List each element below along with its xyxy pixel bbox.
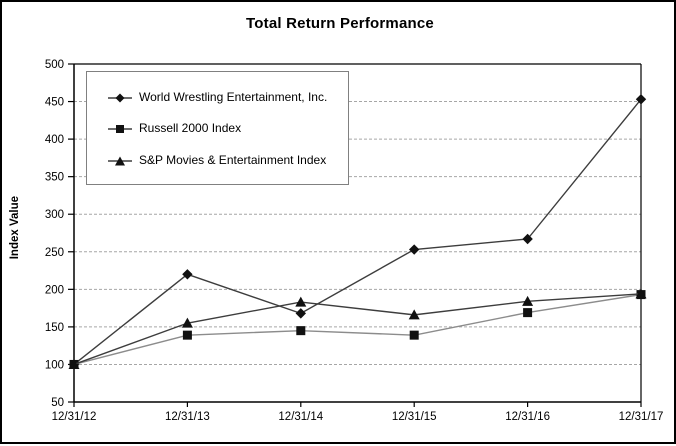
- data-point-marker: [635, 94, 647, 105]
- x-tick-label: 12/31/17: [619, 411, 664, 423]
- square-marker-icon: [108, 122, 132, 134]
- y-tick-label: 150: [45, 322, 64, 334]
- data-point-marker: [409, 330, 419, 340]
- data-point-marker: [523, 308, 533, 318]
- y-tick-label: 450: [45, 97, 64, 109]
- data-point-marker: [635, 288, 647, 299]
- series-line-0: [73, 98, 642, 365]
- data-point-marker: [522, 295, 534, 306]
- data-point-marker: [296, 326, 306, 336]
- series-line-1: [73, 293, 642, 366]
- data-point-marker: [522, 233, 533, 245]
- y-tick-label: 250: [45, 247, 64, 259]
- series-line-2: [73, 293, 642, 366]
- legend-item-wwe: World Wrestling Entertainment, Inc.: [108, 90, 348, 104]
- legend-label: S&P Movies & Entertainment Index: [139, 152, 327, 167]
- data-point-marker: [182, 330, 192, 340]
- y-tick-label: 50: [51, 397, 64, 409]
- y-tick-label: 500: [45, 59, 64, 71]
- legend-label: Russell 2000 Index: [139, 121, 242, 135]
- data-point-marker: [408, 309, 420, 320]
- y-tick-label: 350: [45, 172, 64, 184]
- legend: World Wrestling Entertainment, Inc. Russ…: [86, 71, 349, 185]
- data-point-marker: [182, 269, 193, 280]
- x-tick-label: 12/31/13: [165, 411, 210, 423]
- chart-title: Total Return Performance: [246, 15, 434, 32]
- data-point-marker: [68, 358, 80, 369]
- y-tick-label: 100: [45, 359, 64, 371]
- legend-item-russell-2000: Russell 2000 Index: [108, 121, 348, 135]
- x-tick-label: 12/31/12: [52, 411, 97, 423]
- legend-item-sp-movies-entertainment: S&P Movies & Entertainment Index: [108, 153, 348, 167]
- x-tick-label: 12/31/15: [392, 411, 437, 423]
- y-tick-label: 200: [45, 284, 64, 296]
- data-point-marker: [295, 296, 307, 307]
- y-tick-label: 400: [45, 134, 64, 146]
- legend-label: World Wrestling Entertainment, Inc.: [139, 89, 328, 104]
- x-tick-label: 12/31/16: [505, 411, 550, 423]
- diamond-marker-icon: [108, 91, 132, 103]
- data-point-marker: [295, 308, 306, 319]
- data-point-marker: [181, 317, 193, 328]
- data-point-marker: [409, 244, 420, 255]
- triangle-marker-icon: [108, 154, 132, 166]
- y-tick-label: 300: [45, 209, 64, 221]
- x-tick-label: 12/31/14: [278, 411, 323, 423]
